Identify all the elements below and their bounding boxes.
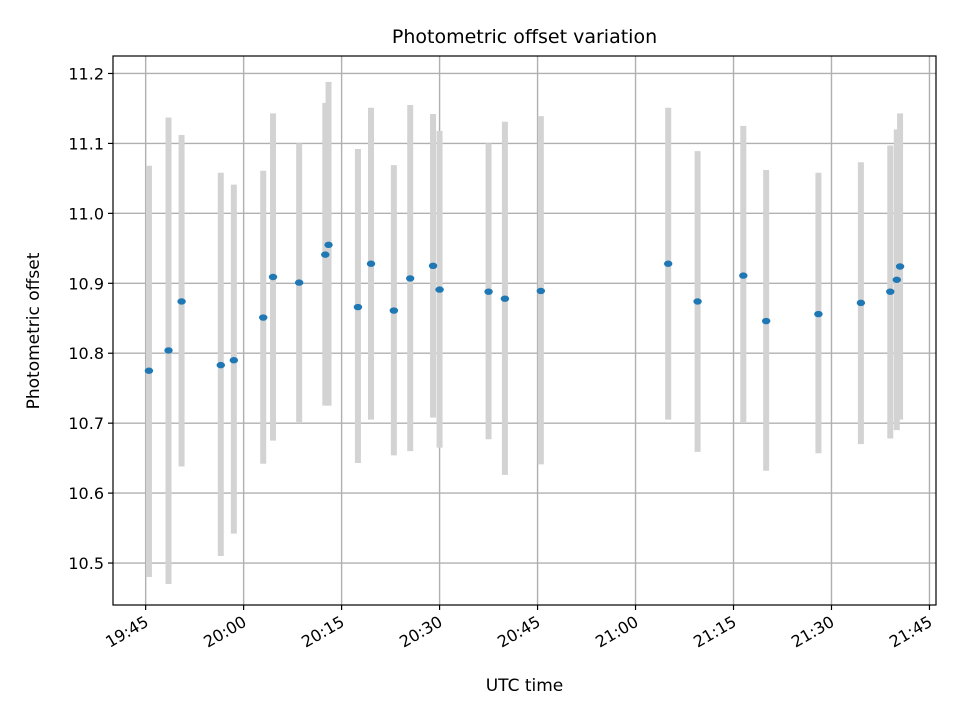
- grid-layer: [113, 56, 936, 605]
- data-point: [892, 276, 902, 283]
- point-layer: [144, 241, 905, 374]
- data-point: [500, 295, 510, 302]
- y-tick-label: 10.5: [68, 554, 104, 573]
- data-point: [761, 317, 771, 325]
- data-point: [321, 251, 330, 258]
- data-point: [389, 307, 399, 314]
- tick-layer: 19:45 20:00 20:15 20:30 20:45 21:00 21:15 21:30…: [68, 64, 935, 651]
- data-point: [164, 347, 173, 354]
- plot-frame: [112, 55, 937, 606]
- data-point: [895, 263, 905, 270]
- data-point: [428, 262, 438, 270]
- data-point: [536, 287, 546, 295]
- y-tick-label: 10.8: [68, 344, 104, 363]
- chart-title: Photometric offset variation: [392, 26, 657, 48]
- data-point: [886, 288, 895, 295]
- data-point: [366, 260, 376, 267]
- data-point: [739, 272, 748, 279]
- y-tick-label: 11.2: [68, 64, 104, 83]
- data-point: [856, 299, 866, 307]
- data-point: [229, 357, 239, 364]
- y-tick-label: 10.7: [68, 414, 104, 433]
- data-point: [435, 286, 444, 293]
- data-point: [405, 275, 415, 282]
- data-point: [663, 260, 673, 267]
- data-point: [353, 303, 363, 311]
- data-point: [268, 273, 278, 281]
- y-axis-label: Photometric offset: [24, 252, 44, 409]
- x-axis-label: UTC time: [486, 676, 564, 696]
- y-tick-label: 11.0: [68, 204, 104, 223]
- data-point: [144, 367, 154, 374]
- data-point: [259, 314, 268, 321]
- y-tick-label: 10.6: [68, 484, 104, 503]
- data-point: [294, 279, 304, 286]
- data-point: [814, 310, 823, 318]
- data-point: [324, 241, 333, 249]
- y-tick-label: 10.9: [68, 274, 104, 293]
- y-tick-label: 11.1: [68, 134, 104, 153]
- data-point: [177, 298, 186, 305]
- data-point: [693, 298, 702, 305]
- data-point: [216, 361, 225, 369]
- data-point: [484, 288, 493, 295]
